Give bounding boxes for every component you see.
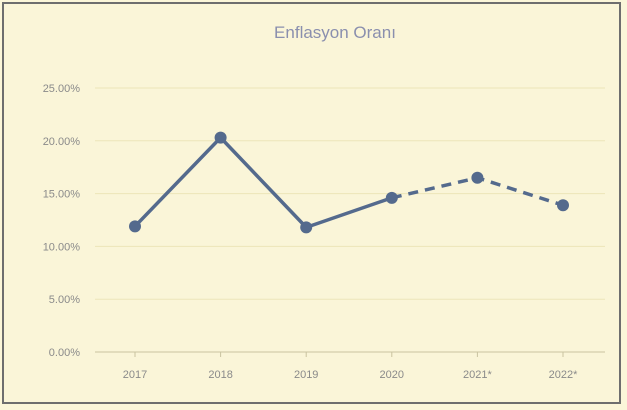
chart-title: Enflasyon Oranı — [274, 23, 396, 42]
data-point — [557, 199, 569, 212]
x-tick-label: 2021* — [463, 369, 492, 381]
x-tick-label: 2020 — [380, 369, 404, 381]
y-axis-ticks: 0.00% 5.00% 10.00% 15.00% 20.00% 25.00% — [43, 83, 81, 359]
data-point — [214, 131, 227, 144]
y-tick-label: 20.00% — [43, 136, 81, 148]
y-tick-label: 15.00% — [43, 189, 81, 201]
data-point — [300, 221, 313, 234]
series-line-actual — [133, 135, 393, 230]
data-point — [129, 220, 141, 233]
data-point — [385, 191, 398, 204]
x-tick-label: 2017 — [123, 369, 147, 381]
y-tick-label: 25.00% — [43, 83, 81, 95]
chart-frame — [2, 2, 621, 404]
grid-lines — [95, 87, 605, 353]
series-lines — [133, 135, 564, 230]
x-tick-label: 2019 — [294, 369, 318, 381]
x-tick-label: 2018 — [208, 369, 232, 381]
y-tick-label: 0.00% — [49, 347, 80, 359]
x-axis-ticks: 2017 2018 2019 2020 2021* 2022* — [123, 352, 578, 381]
x-tick-label: 2022* — [549, 369, 578, 381]
y-tick-label: 5.00% — [49, 294, 80, 306]
data-point — [471, 171, 484, 184]
y-tick-label: 10.00% — [43, 241, 81, 253]
series-points — [129, 131, 569, 234]
